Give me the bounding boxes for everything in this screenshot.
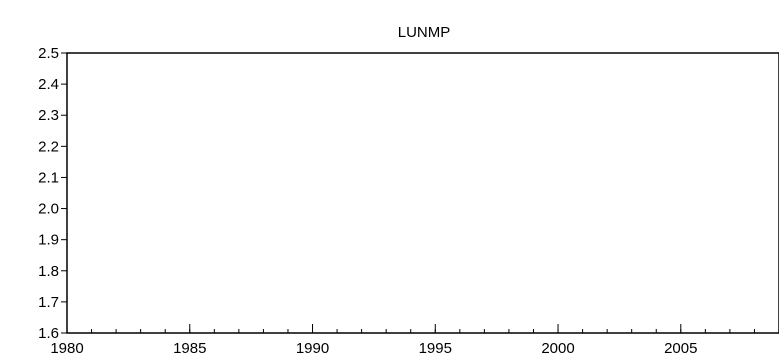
y-tick-label: 1.9 <box>38 232 59 249</box>
y-tick-label: 2.0 <box>38 201 59 218</box>
y-tick-label: 1.6 <box>38 325 59 342</box>
plot-frame <box>66 52 779 334</box>
x-tick-label: 1995 <box>419 340 452 356</box>
x-tick-label: 1990 <box>296 340 329 356</box>
x-tick-label: 2000 <box>541 340 574 356</box>
y-tick-label: 2.1 <box>38 169 59 186</box>
y-axis: 1.6 1.7 1.8 1.9 2.0 2.1 2.2 2.3 2.4 2.5 <box>38 45 67 342</box>
x-axis: 1980 1985 1990 1995 2000 2005 <box>50 324 779 357</box>
y-tick-label: 2.3 <box>38 107 59 124</box>
x-tick-label: 2005 <box>664 340 697 356</box>
x-tick-label: 1985 <box>173 340 206 356</box>
y-tick-label: 1.7 <box>38 294 59 311</box>
x-tick-label: 1980 <box>50 340 83 356</box>
chart-title: LUNMP <box>398 24 451 41</box>
y-tick-label: 2.2 <box>38 138 59 155</box>
y-tick-label: 1.8 <box>38 263 59 280</box>
y-tick-label: 2.5 <box>38 45 59 62</box>
y-tick-label: 2.4 <box>38 76 59 93</box>
